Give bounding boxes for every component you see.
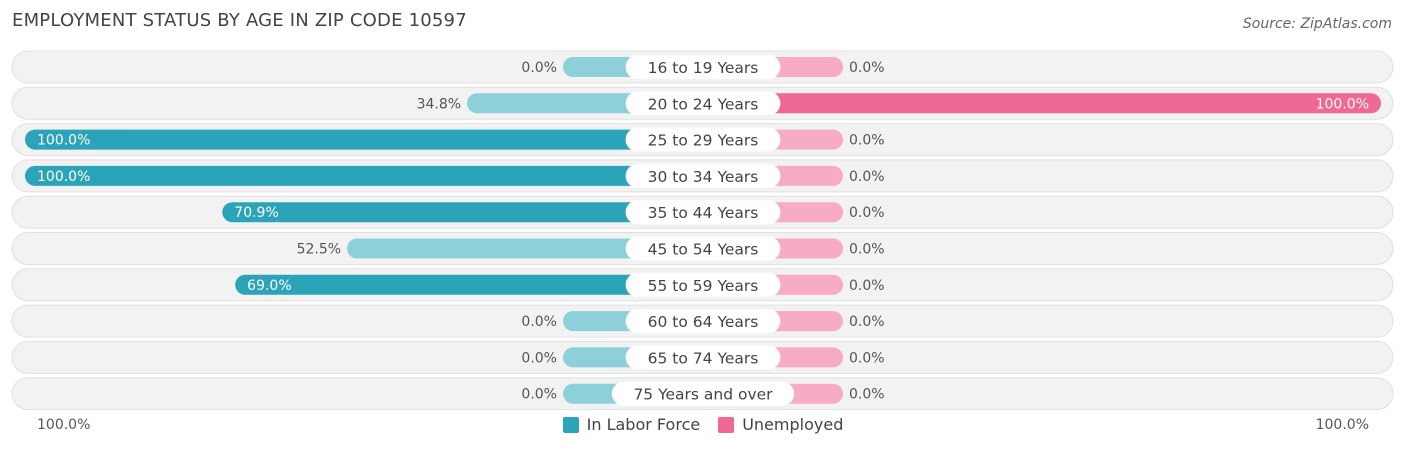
category-label: 60 to 64 Years	[648, 313, 759, 331]
value-label-in-labor-force: 100.0%	[37, 169, 90, 185]
legend-swatch-in-labor-force	[562, 416, 579, 433]
category-label: 35 to 44 Years	[648, 204, 759, 222]
category-pill	[625, 55, 781, 79]
value-label-in-labor-force: 34.8%	[417, 96, 461, 112]
category-pill	[625, 345, 781, 370]
value-label-in-labor-force: 0.0%	[521, 60, 557, 76]
value-label-unemployed: 0.0%	[849, 242, 885, 258]
legend-item-in-labor-force[interactable]: In Labor Force	[562, 415, 701, 434]
value-label-unemployed: 0.0%	[849, 278, 885, 294]
value-label-in-labor-force: 52.5%	[297, 242, 341, 258]
category-label: 75 Years and over	[633, 386, 773, 404]
category-label: 45 to 54 Years	[648, 241, 759, 259]
bar-in-labor-force	[235, 274, 703, 295]
value-label-in-labor-force: 0.0%	[521, 350, 557, 366]
value-label-unemployed: 0.0%	[849, 205, 885, 221]
category-pill	[625, 272, 781, 297]
value-label-unemployed: 0.0%	[849, 169, 885, 185]
category-pill	[625, 309, 781, 334]
chart-source: Source: ZipAtlas.com	[1242, 16, 1392, 32]
category-label: 25 to 29 Years	[648, 132, 759, 150]
category-pill	[625, 163, 781, 188]
axis-left-label: 100.0%	[37, 417, 91, 433]
value-label-in-labor-force: 100.0%	[37, 133, 90, 149]
legend-item-unemployed[interactable]: Unemployed	[718, 415, 843, 434]
bar-in-labor-force	[25, 129, 703, 150]
legend-label-unemployed: Unemployed	[742, 415, 844, 434]
category-pill	[625, 127, 781, 152]
axis-right-label: 100.0%	[1315, 417, 1369, 433]
bar-in-labor-force	[25, 165, 703, 186]
category-pill	[625, 91, 781, 116]
value-label-unemployed: 0.0%	[849, 350, 885, 366]
value-label-unemployed: 0.0%	[849, 60, 885, 76]
bar-in-labor-force	[222, 202, 703, 223]
value-label-in-labor-force: 0.0%	[521, 314, 557, 330]
legend-swatch-unemployed	[718, 416, 735, 433]
chart-title: EMPLOYMENT STATUS BY AGE IN ZIP CODE 105…	[12, 10, 467, 31]
category-label: 16 to 19 Years	[648, 59, 759, 77]
value-label-in-labor-force: 0.0%	[521, 387, 557, 403]
value-label-unemployed: 0.0%	[849, 133, 885, 149]
value-label-in-labor-force: 70.9%	[234, 205, 278, 221]
category-label: 30 to 34 Years	[648, 168, 759, 186]
value-label-unemployed: 100.0%	[1316, 96, 1369, 112]
legend: In Labor Force Unemployed	[0, 415, 1406, 434]
category-label: 65 to 74 Years	[648, 349, 759, 367]
category-pill	[625, 236, 781, 261]
value-label-unemployed: 0.0%	[849, 314, 885, 330]
chart-plot: 0.0% 0.0% 16 to 19 Years 34.8% 100.0% 20 to 2…	[11, 50, 1394, 410]
category-pill	[611, 381, 795, 406]
bar-unemployed	[703, 93, 1381, 114]
category-label: 20 to 24 Years	[648, 95, 759, 113]
value-label-unemployed: 0.0%	[849, 387, 885, 403]
category-label: 55 to 59 Years	[648, 277, 759, 295]
bar-in-labor-force	[347, 238, 703, 259]
category-pill	[625, 200, 781, 225]
legend-label-in-labor-force: In Labor Force	[586, 415, 701, 434]
value-label-in-labor-force: 69.0%	[247, 278, 291, 294]
